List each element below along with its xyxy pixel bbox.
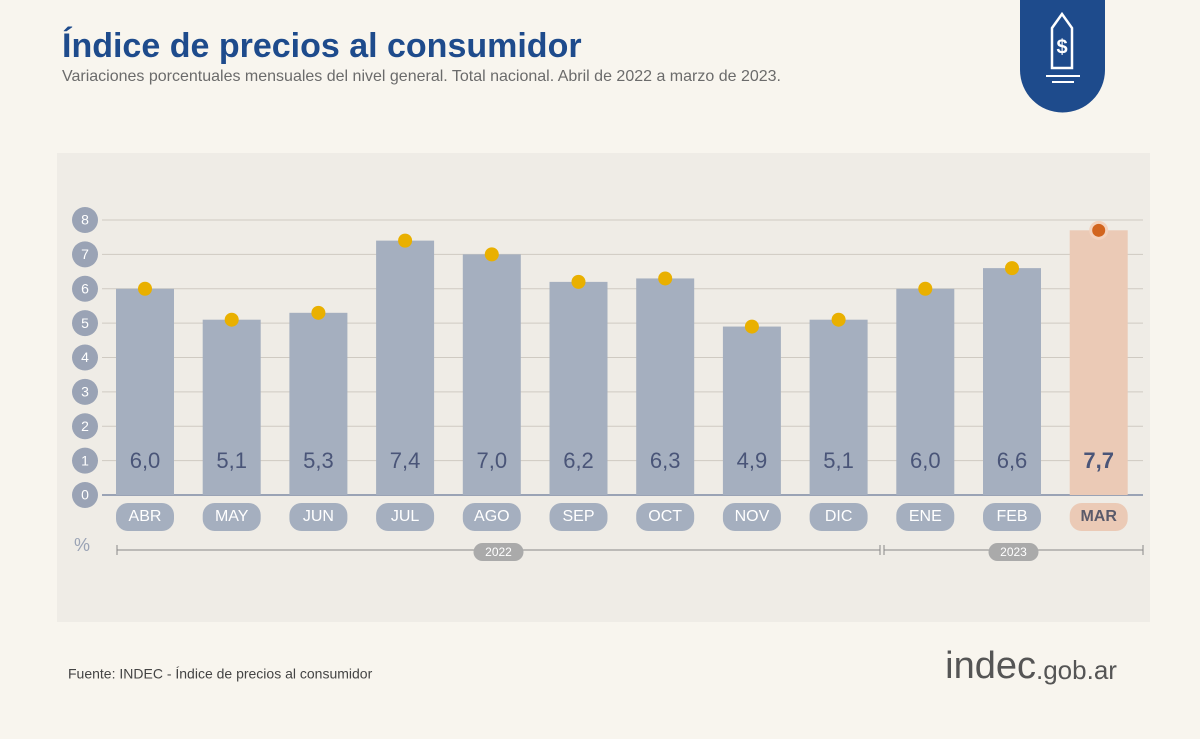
logo-badge bbox=[1020, 0, 1105, 113]
y-tick-label: 4 bbox=[81, 349, 89, 365]
x-tick-label: DIC bbox=[825, 508, 853, 525]
bar bbox=[462, 254, 521, 495]
bar bbox=[376, 240, 435, 495]
dot bbox=[571, 274, 586, 289]
source: Fuente: INDEC - Índice de precios al con… bbox=[68, 666, 373, 682]
y-tick-badge bbox=[72, 310, 98, 337]
chart-title: Índice de precios al consumidor bbox=[62, 27, 582, 65]
y-tick-label: 5 bbox=[81, 315, 89, 331]
y-tick-label: 7 bbox=[81, 246, 89, 262]
y-tick-badge bbox=[72, 344, 98, 371]
category-pill bbox=[636, 503, 695, 531]
x-tick-label: JUN bbox=[303, 508, 334, 525]
bar bbox=[549, 281, 608, 495]
x-tick-label: AGO bbox=[474, 508, 510, 525]
y-tick-label: 0 bbox=[81, 487, 89, 503]
value-label: 5,3 bbox=[303, 448, 334, 473]
dot bbox=[224, 312, 239, 327]
y-tick-badge bbox=[72, 482, 98, 508]
category-pill bbox=[809, 503, 868, 531]
y-tick-label: 8 bbox=[81, 212, 89, 228]
value-label: 5,1 bbox=[823, 448, 854, 473]
value-label: 7,4 bbox=[390, 448, 421, 473]
y-unit: % bbox=[74, 535, 90, 555]
bar bbox=[202, 319, 261, 495]
y-tick-badge bbox=[72, 207, 98, 233]
category-pill bbox=[202, 503, 261, 531]
value-label: 4,9 bbox=[737, 448, 768, 473]
category-pill bbox=[462, 503, 521, 531]
value-label: 7,0 bbox=[477, 448, 508, 473]
y-tick-label: 1 bbox=[81, 452, 89, 468]
x-tick-label: NOV bbox=[735, 508, 770, 525]
category-pill bbox=[376, 503, 435, 531]
value-label: 6,3 bbox=[650, 448, 681, 473]
bar bbox=[116, 288, 174, 495]
bar bbox=[289, 312, 348, 495]
dot bbox=[918, 281, 933, 296]
y-tick-label: 2 bbox=[81, 418, 89, 434]
value-label: 7,7 bbox=[1083, 448, 1114, 473]
brand-suffix: .gob.ar bbox=[1036, 655, 1117, 685]
value-label: 6,6 bbox=[997, 448, 1028, 473]
y-tick-badge bbox=[72, 447, 98, 474]
bar bbox=[809, 319, 868, 495]
x-tick-label: FEB bbox=[996, 508, 1027, 525]
x-tick-label: ABR bbox=[129, 508, 162, 525]
category-pill bbox=[896, 503, 955, 531]
x-tick-label: MAR bbox=[1080, 508, 1117, 525]
group-pill bbox=[473, 543, 524, 561]
dot bbox=[138, 281, 152, 296]
y-tick-badge bbox=[72, 275, 98, 302]
dot bbox=[658, 271, 673, 286]
group-label: 2023 bbox=[1000, 545, 1027, 559]
y-tick-label: 3 bbox=[81, 384, 89, 400]
category-pill bbox=[549, 503, 608, 531]
category-pill bbox=[289, 503, 348, 531]
x-tick-label: JUL bbox=[391, 508, 420, 525]
value-label: 6,2 bbox=[563, 448, 594, 473]
chart-subtitle: Variaciones porcentuales mensuales del n… bbox=[62, 68, 781, 85]
dot bbox=[831, 312, 846, 327]
brand: indec bbox=[945, 645, 1036, 687]
category-pill bbox=[1069, 503, 1128, 531]
category-pill bbox=[722, 503, 781, 531]
group-label: 2022 bbox=[485, 545, 512, 559]
group-pill bbox=[988, 543, 1039, 561]
y-tick-badge bbox=[72, 241, 98, 268]
dot bbox=[398, 233, 413, 248]
x-tick-label: ENE bbox=[909, 508, 942, 525]
dot bbox=[1089, 220, 1109, 240]
value-label: 6,0 bbox=[130, 448, 161, 473]
dot bbox=[1005, 261, 1019, 276]
x-tick-label: MAY bbox=[215, 508, 249, 525]
category-pill bbox=[983, 503, 1041, 531]
y-tick-label: 6 bbox=[81, 280, 89, 296]
bar bbox=[896, 288, 955, 495]
bar bbox=[636, 278, 695, 495]
x-tick-label: SEP bbox=[562, 508, 594, 525]
logo-tag bbox=[1050, 11, 1074, 70]
bar bbox=[722, 326, 781, 495]
value-label: 6,0 bbox=[910, 448, 941, 473]
value-label: 5,1 bbox=[216, 448, 247, 473]
bar bbox=[983, 268, 1041, 495]
bar bbox=[1069, 230, 1128, 495]
dot bbox=[484, 247, 499, 262]
logo-dollar: $ bbox=[1056, 36, 1067, 58]
x-tick-label: OCT bbox=[648, 508, 682, 525]
y-tick-badge bbox=[72, 378, 98, 405]
dot bbox=[311, 305, 326, 320]
category-pill bbox=[116, 503, 174, 531]
y-tick-badge bbox=[72, 413, 98, 440]
dot bbox=[744, 319, 759, 334]
